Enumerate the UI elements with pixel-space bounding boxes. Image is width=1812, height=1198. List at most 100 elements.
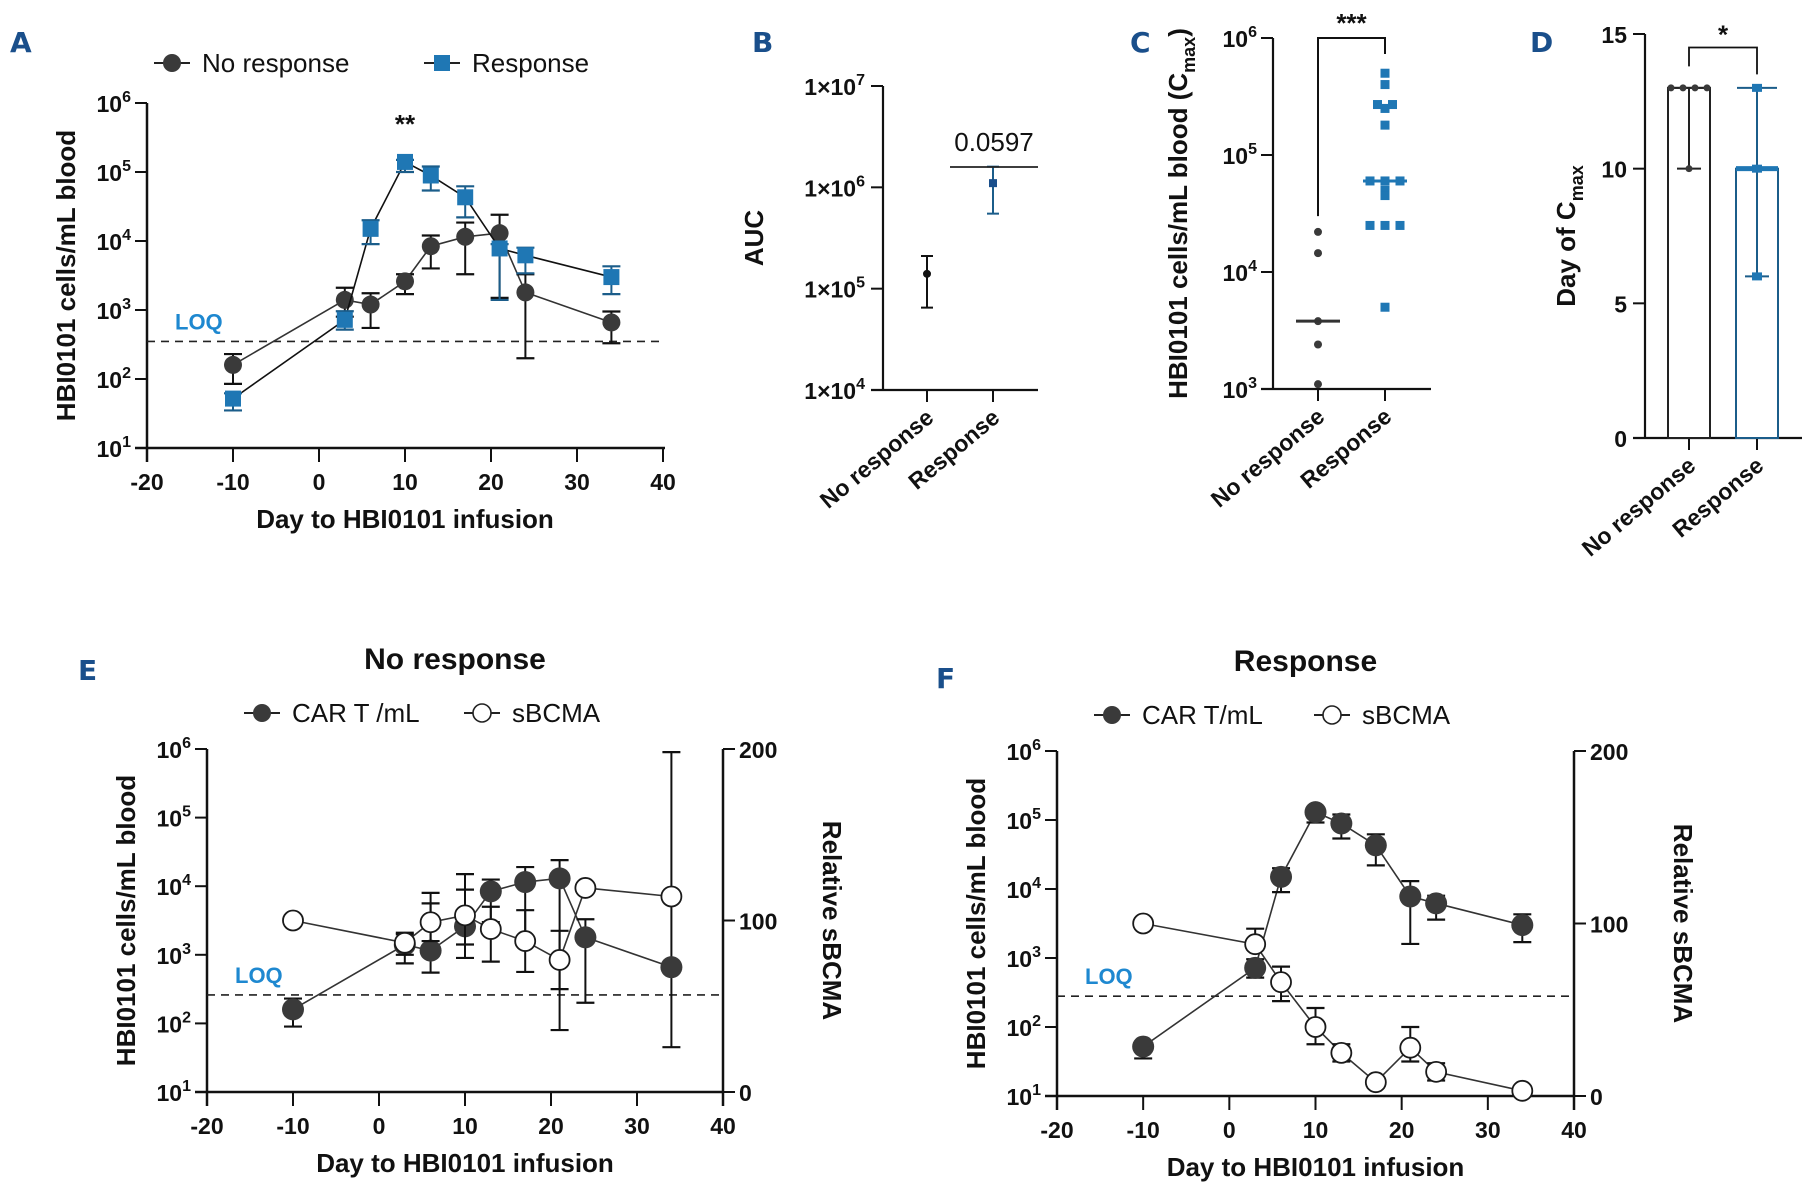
x-tick-label: 40 [650, 469, 676, 495]
legend: CAR T/mL sBCMA [1094, 700, 1451, 730]
right-y-axis-title: Relative sBCMA [1668, 824, 1698, 1024]
data-point [225, 390, 241, 407]
x-tick-label: -10 [276, 1113, 309, 1139]
right-y-tick-label: 200 [739, 737, 777, 763]
y-tick-label: 103 [157, 941, 192, 969]
tick-base: 10 [97, 229, 123, 255]
x-tick-label: 0 [1223, 1117, 1236, 1143]
y-tick-label: 1×107 [804, 72, 865, 100]
y-tick-label: 104 [97, 227, 132, 255]
p-value-annotation: 0.0597 [954, 127, 1034, 157]
y-tick-label: 106 [1223, 24, 1258, 52]
data-point [491, 240, 508, 257]
tick-exponent: 4 [1032, 875, 1041, 892]
tick-exponent: 5 [182, 804, 191, 821]
y-tick-label: 105 [157, 804, 192, 832]
data-point [514, 871, 537, 894]
y-tick-label: 103 [1223, 375, 1258, 403]
legend: No response Response [154, 48, 589, 78]
y-tick-label: 103 [97, 296, 132, 324]
data-point [574, 877, 597, 899]
x-tick-label: -20 [1040, 1117, 1073, 1143]
panel-letter-f: F [936, 662, 955, 695]
y-tick-label: 105 [1007, 806, 1042, 834]
legend-square-marker [434, 55, 450, 71]
tick-base: 10 [1223, 377, 1249, 403]
y-tick-label: 106 [157, 735, 192, 763]
tick-base: 10 [1007, 946, 1033, 972]
data-point [456, 227, 475, 246]
tick-base: 10 [157, 1080, 183, 1106]
tick-exponent: 4 [182, 872, 191, 889]
series-line [232, 160, 612, 400]
panel-letter-c: C [1130, 26, 1151, 59]
tick-exponent: 4 [1248, 258, 1257, 275]
y-axis-title: Day of Cmax [1551, 165, 1587, 307]
tick-exponent: 2 [182, 1009, 191, 1026]
tick-exponent: 3 [1248, 375, 1257, 392]
tick-exponent: 3 [182, 941, 191, 958]
data-point [1314, 340, 1322, 349]
x-tick-label: No response [1577, 452, 1700, 561]
data-point [1667, 84, 1675, 92]
legend-label: sBCMA [1362, 700, 1451, 730]
tick-exponent: 6 [856, 173, 865, 190]
data-point [490, 224, 509, 243]
y-tick-label: 102 [97, 365, 132, 393]
data-point [1270, 971, 1292, 994]
tick-base: 10 [1007, 1015, 1033, 1041]
y-tick-label: 104 [157, 872, 192, 900]
x-axis-title: Day to HBI0101 infusion [316, 1148, 614, 1178]
x-tick-label: No response [1206, 403, 1329, 512]
data-point [1373, 100, 1382, 110]
x-tick-label: 0 [313, 469, 326, 495]
data-point [1314, 249, 1322, 258]
data-point [1425, 892, 1448, 915]
series-no-response [224, 213, 621, 385]
data-point [1395, 220, 1405, 230]
series-response [224, 153, 621, 412]
data-point [1685, 165, 1693, 173]
series-line [1142, 811, 1523, 1048]
panel-letter-e: E [78, 654, 97, 687]
legend-label: CAR T/mL [1142, 700, 1263, 730]
data-point [517, 247, 534, 264]
data-point [1691, 84, 1699, 92]
data-point [397, 153, 413, 170]
loq-label: LOQ [235, 963, 283, 988]
series-line [232, 232, 612, 366]
tick-exponent: 5 [1032, 806, 1041, 823]
legend-filled-circle-marker [163, 54, 181, 72]
tick-base: 10 [1007, 877, 1033, 903]
data-point [1380, 80, 1390, 90]
data-point [1380, 103, 1390, 113]
tick-exponent: 6 [182, 735, 191, 752]
x-tick-label: -20 [190, 1113, 223, 1139]
data-point [1380, 185, 1390, 195]
tick-base: 10 [1007, 739, 1033, 765]
x-axis-title: Day to HBI0101 infusion [1167, 1152, 1465, 1182]
x-tick-label: 0 [373, 1113, 386, 1139]
x-tick-label: 30 [624, 1113, 650, 1139]
data-point [393, 931, 416, 954]
legend-filled-circle-marker [1103, 706, 1121, 724]
legend-label: CAR T /mL [292, 698, 420, 728]
tick-exponent: 1 [182, 1078, 191, 1095]
data-point [1679, 84, 1687, 92]
data-point [1244, 933, 1267, 956]
right-y-tick-label: 100 [1590, 912, 1628, 938]
data-point [1703, 84, 1711, 92]
legend-label: sBCMA [512, 698, 601, 728]
y-tick-label: 0 [1614, 426, 1627, 452]
y-tick-label: 105 [1223, 141, 1258, 169]
legend-filled-circle-marker [253, 704, 271, 722]
y-axis-title-main: HBI0101 cells/mL blood (C [1163, 73, 1193, 399]
x-tick-label: 10 [392, 469, 418, 495]
x-tick-label: 20 [478, 469, 504, 495]
tick-exponent: 4 [122, 227, 131, 244]
data-point [548, 949, 571, 971]
